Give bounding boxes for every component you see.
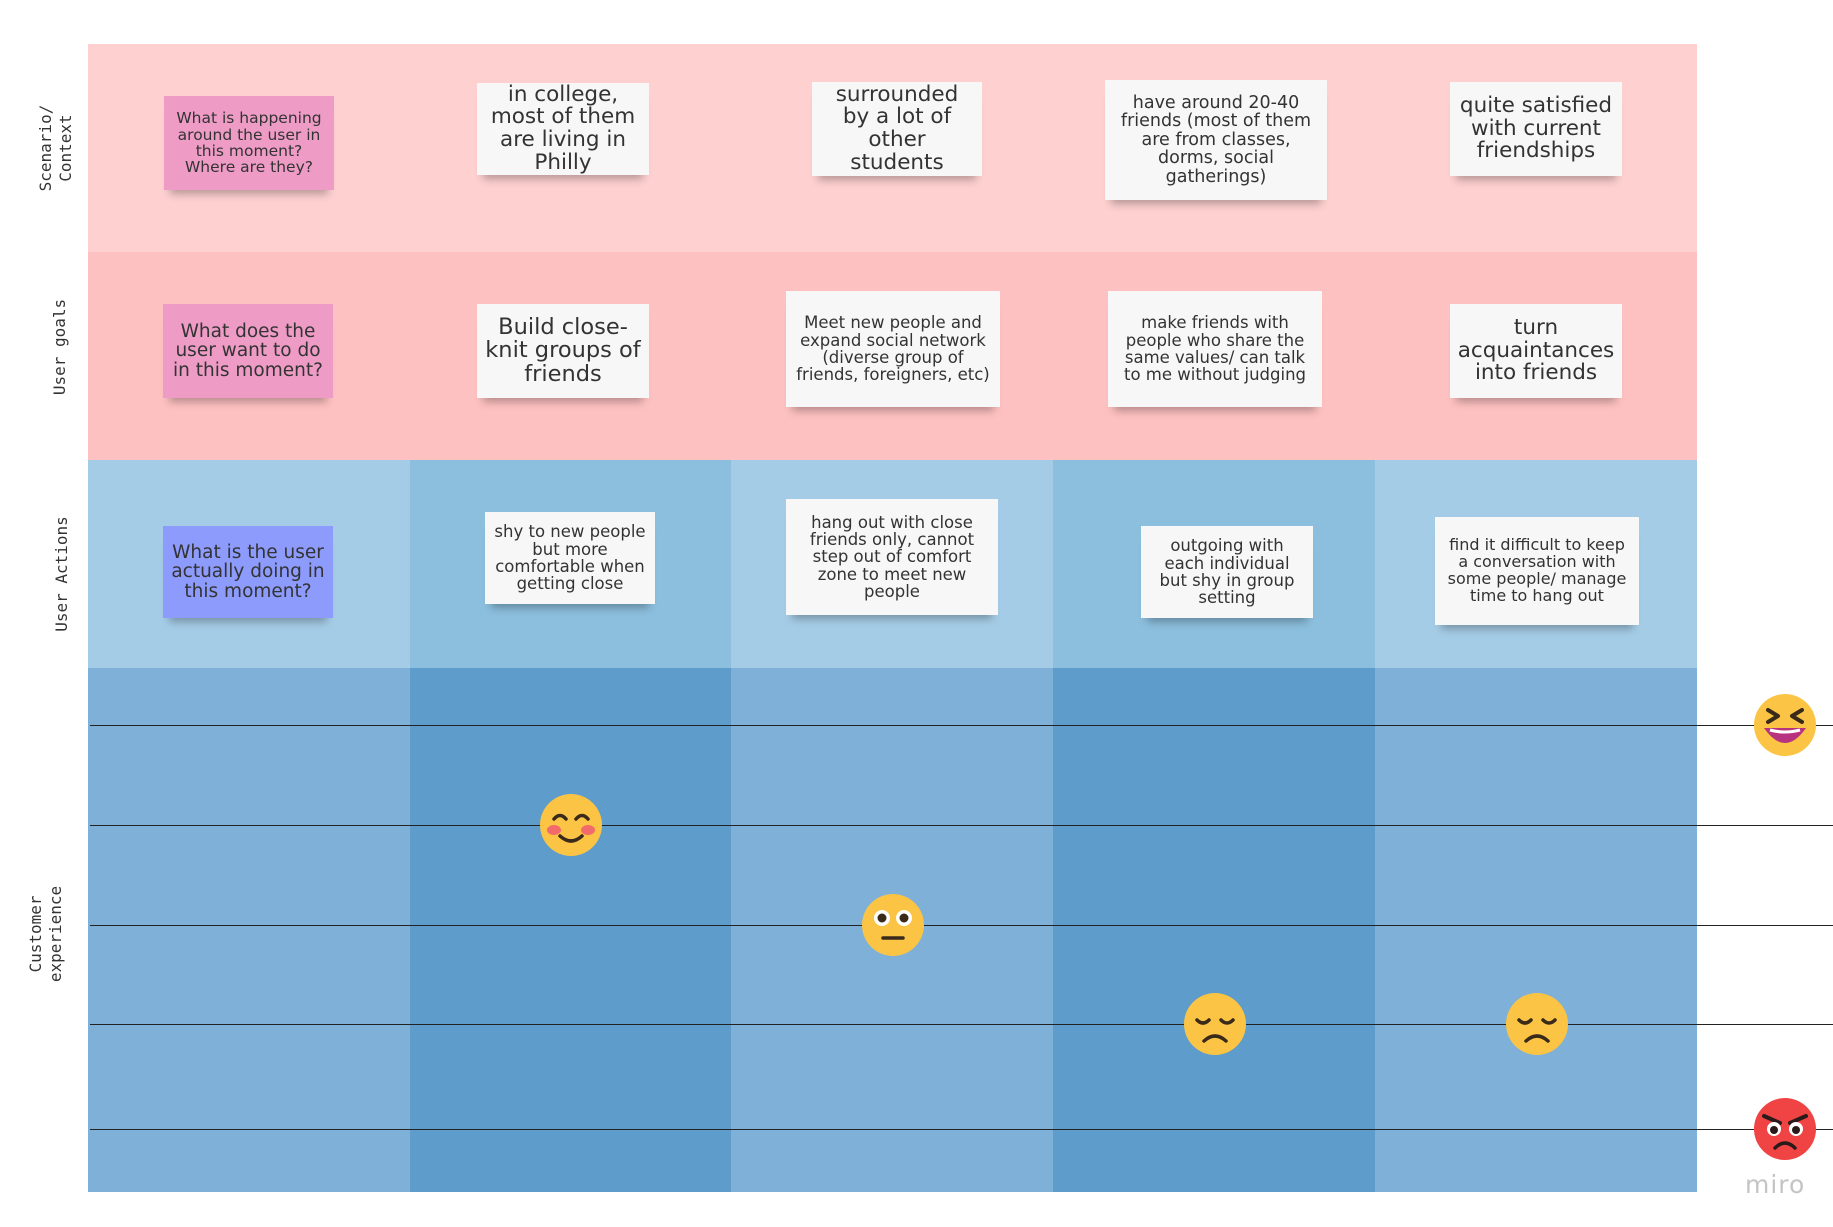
sticky-note-actions[interactable]: outgoing with each individual but shy in…: [1141, 526, 1313, 618]
sticky-note-text: in college, most of them are living in P…: [490, 81, 636, 175]
experience-level-line: [90, 825, 1833, 826]
experience-level-line: [90, 725, 1833, 726]
sticky-note-text: surrounded by a lot of other students: [835, 81, 959, 175]
laughing-face-icon: [1752, 692, 1818, 758]
smiling-blush-face-icon: [538, 792, 604, 858]
miro-logo: miro: [1745, 1170, 1806, 1199]
sticky-note-actions[interactable]: find it difficult to keep a conversation…: [1435, 517, 1639, 625]
prompt-sticky-actions[interactable]: What is the user actually doing in this …: [163, 526, 333, 618]
sticky-note-text: outgoing with each individual but shy in…: [1159, 536, 1295, 608]
row-label-customer-experience: Customer experience: [26, 885, 65, 983]
experience-level-line: [90, 1129, 1833, 1130]
grid-cell: [1375, 668, 1697, 1192]
angry-face-icon: [1752, 1096, 1818, 1162]
prompt-sticky-goals[interactable]: What does the user want to do in this mo…: [163, 304, 333, 398]
grid-cell: [88, 668, 410, 1192]
sticky-note-text: quite satisfied with current friendships: [1459, 93, 1613, 164]
sticky-note-text: What does the user want to do in this mo…: [173, 320, 323, 381]
sticky-note-goals[interactable]: Build close-knit groups of friends: [477, 304, 649, 398]
sticky-note-text: turn acquaintances into friends: [1457, 315, 1615, 386]
row-label-user-actions: User Actions: [52, 516, 71, 632]
sticky-note-actions[interactable]: shy to new people but more comfortable w…: [485, 512, 655, 604]
experience-level-line: [90, 1024, 1833, 1025]
sticky-note-scenario[interactable]: have around 20-40 friends (most of them …: [1105, 80, 1327, 200]
neutral-face-icon: [860, 892, 926, 958]
sticky-note-text: What is happening around the user in thi…: [176, 109, 322, 177]
sticky-note-text: Build close-knit groups of friends: [485, 313, 641, 387]
experience-level-line: [90, 925, 1833, 926]
sticky-note-text: shy to new people but more comfortable w…: [494, 522, 646, 594]
sticky-note-goals[interactable]: Meet new people and expand social networ…: [786, 291, 1000, 407]
sticky-note-text: Meet new people and expand social networ…: [796, 313, 990, 385]
sticky-note-text: find it difficult to keep a conversation…: [1447, 535, 1627, 605]
sticky-note-text: have around 20-40 friends (most of them …: [1120, 93, 1312, 187]
prompt-sticky-scenario[interactable]: What is happening around the user in thi…: [164, 96, 334, 190]
sad-face-icon: [1504, 991, 1570, 1057]
sticky-note-text: hang out with close friends only, cannot…: [809, 512, 975, 601]
sticky-note-scenario[interactable]: in college, most of them are living in P…: [477, 83, 649, 175]
sticky-note-text: make friends with people who share the s…: [1123, 313, 1307, 385]
sticky-note-actions[interactable]: hang out with close friends only, cannot…: [786, 499, 998, 615]
grid-cell: [1053, 668, 1375, 1192]
sad-face-icon: [1182, 991, 1248, 1057]
sticky-note-scenario[interactable]: surrounded by a lot of other students: [812, 82, 982, 176]
sticky-note-goals[interactable]: make friends with people who share the s…: [1108, 291, 1322, 407]
sticky-note-scenario[interactable]: quite satisfied with current friendships: [1450, 82, 1622, 176]
sticky-note-goals[interactable]: turn acquaintances into friends: [1450, 304, 1622, 398]
sticky-note-text: What is the user actually doing in this …: [171, 541, 325, 602]
grid-cell: [410, 668, 731, 1192]
